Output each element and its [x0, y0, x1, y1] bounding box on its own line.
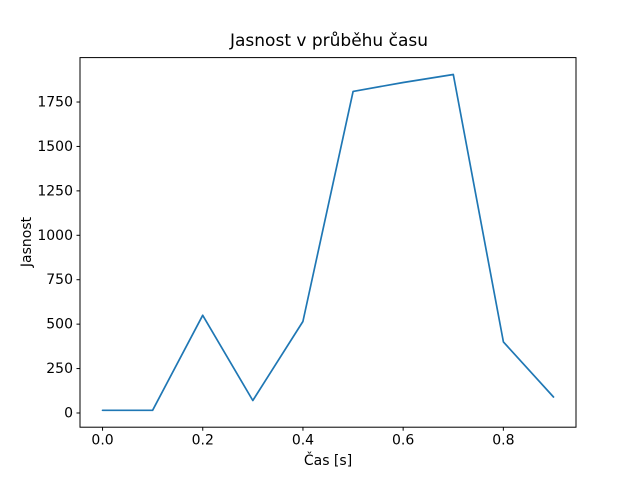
axes-spines: [79, 57, 577, 428]
y-tick-label: 1750: [37, 95, 73, 111]
y-tick-label: 1250: [37, 183, 73, 199]
y-axis-label: Jasnost: [19, 216, 35, 268]
x-tick-label: 0.6: [392, 433, 414, 449]
y-tick-label: 0: [64, 405, 73, 421]
y-tick-label: 500: [46, 317, 73, 333]
y-tick-label: 750: [46, 272, 73, 288]
x-axis-label: Čas [s]: [303, 453, 353, 469]
y-tick-label: 1000: [37, 228, 73, 244]
y-tick-label: 250: [46, 361, 73, 377]
x-tick-label: 0.8: [492, 433, 514, 449]
x-tick-label: 0.4: [292, 433, 314, 449]
x-tick-label: 0.2: [192, 433, 214, 449]
data-line: [101, 73, 555, 412]
x-tick-label: 0.0: [91, 433, 113, 449]
chart-title: Jasnost v průběhu času: [229, 31, 429, 51]
y-tick-label: 1500: [37, 139, 73, 155]
